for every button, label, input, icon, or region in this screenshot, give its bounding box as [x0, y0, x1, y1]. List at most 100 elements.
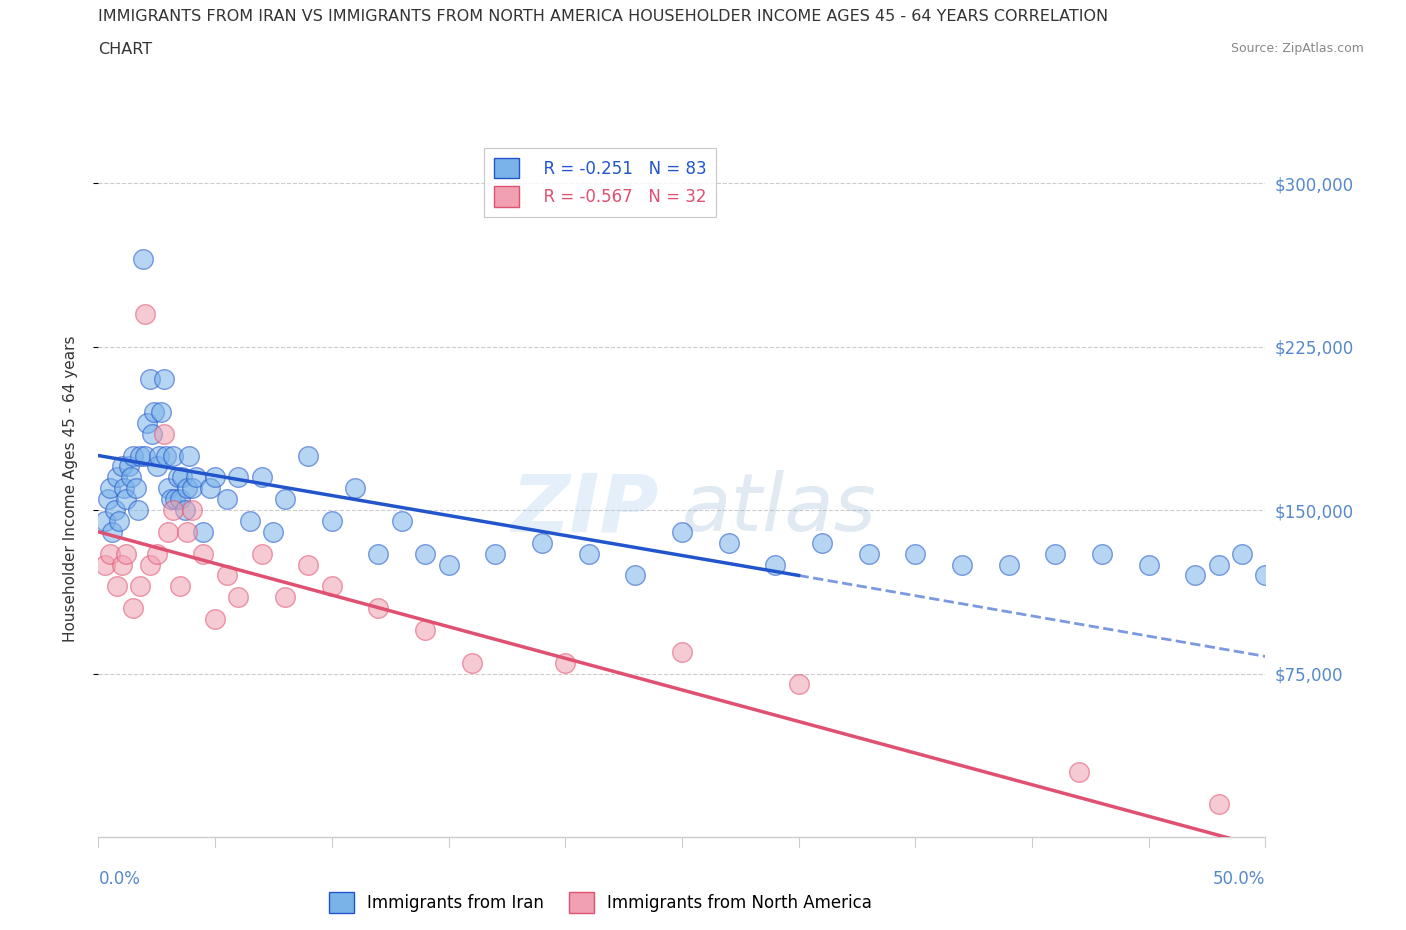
Point — [169, 492, 191, 507]
Point — [166, 470, 188, 485]
Point — [274, 590, 297, 604]
Point — [1067, 764, 1090, 779]
Point — [391, 513, 413, 528]
Point — [143, 405, 166, 419]
Point — [155, 448, 177, 463]
Point — [120, 470, 142, 485]
Point — [239, 513, 262, 528]
Point — [127, 502, 149, 517]
Point — [1184, 568, 1206, 583]
Point — [554, 655, 576, 670]
Point — [204, 470, 226, 485]
Point — [461, 655, 484, 670]
Point — [1347, 557, 1369, 572]
Point — [159, 492, 181, 507]
Point — [413, 622, 436, 637]
Point — [129, 448, 152, 463]
Text: Source: ZipAtlas.com: Source: ZipAtlas.com — [1230, 42, 1364, 55]
Point — [115, 546, 138, 561]
Point — [1208, 797, 1230, 812]
Point — [105, 578, 128, 593]
Point — [193, 546, 215, 561]
Text: 50.0%: 50.0% — [1213, 870, 1265, 887]
Point — [180, 481, 202, 496]
Point — [321, 578, 343, 593]
Point — [111, 557, 134, 572]
Y-axis label: Householder Income Ages 45 - 64 years: Householder Income Ages 45 - 64 years — [63, 335, 77, 642]
Point — [118, 459, 141, 474]
Point — [115, 492, 138, 507]
Point — [94, 513, 117, 528]
Text: 0.0%: 0.0% — [98, 870, 141, 887]
Point — [134, 448, 156, 463]
Point — [122, 601, 145, 616]
Point — [274, 492, 297, 507]
Point — [146, 459, 169, 474]
Point — [94, 557, 117, 572]
Point — [139, 557, 162, 572]
Point — [1395, 546, 1406, 561]
Point — [1371, 568, 1393, 583]
Point — [413, 546, 436, 561]
Point — [150, 405, 173, 419]
Text: atlas: atlas — [682, 471, 877, 548]
Point — [671, 525, 693, 539]
Point — [250, 546, 273, 561]
Point — [344, 481, 367, 496]
Point — [101, 525, 124, 539]
Text: CHART: CHART — [98, 42, 152, 57]
Point — [484, 546, 506, 561]
Point — [858, 546, 880, 561]
Point — [228, 470, 250, 485]
Point — [132, 252, 155, 267]
Point — [530, 536, 553, 551]
Point — [1045, 546, 1067, 561]
Point — [172, 470, 194, 485]
Point — [162, 502, 184, 517]
Point — [624, 568, 647, 583]
Point — [157, 481, 180, 496]
Point — [1208, 557, 1230, 572]
Point — [169, 578, 191, 593]
Point — [148, 448, 170, 463]
Point — [108, 513, 131, 528]
Point — [98, 546, 121, 561]
Point — [112, 481, 135, 496]
Point — [200, 481, 222, 496]
Point — [104, 502, 127, 517]
Point — [228, 590, 250, 604]
Point — [904, 546, 927, 561]
Point — [262, 525, 284, 539]
Point — [173, 502, 195, 517]
Point — [717, 536, 740, 551]
Point — [111, 459, 134, 474]
Point — [186, 470, 208, 485]
Point — [1324, 568, 1347, 583]
Point — [157, 525, 180, 539]
Point — [152, 372, 174, 387]
Point — [139, 372, 162, 387]
Point — [297, 448, 319, 463]
Point — [122, 448, 145, 463]
Point — [787, 677, 810, 692]
Point — [215, 568, 238, 583]
Point — [215, 492, 238, 507]
Point — [134, 307, 156, 322]
Point — [176, 525, 198, 539]
Point — [179, 448, 201, 463]
Point — [950, 557, 973, 572]
Point — [180, 502, 202, 517]
Point — [1137, 557, 1160, 572]
Point — [105, 470, 128, 485]
Point — [193, 525, 215, 539]
Point — [98, 481, 121, 496]
Point — [367, 546, 389, 561]
Point — [204, 612, 226, 627]
Point — [671, 644, 693, 659]
Point — [1278, 557, 1301, 572]
Point — [578, 546, 600, 561]
Point — [367, 601, 389, 616]
Point — [97, 492, 120, 507]
Legend: Immigrants from Iran, Immigrants from North America: Immigrants from Iran, Immigrants from No… — [322, 885, 879, 920]
Point — [811, 536, 834, 551]
